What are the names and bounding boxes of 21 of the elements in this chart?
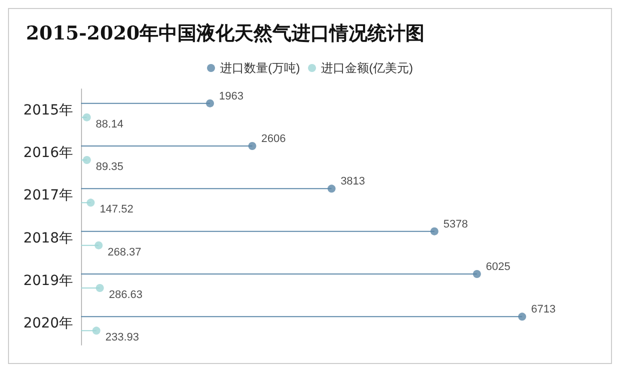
data-label: 89.35 (96, 161, 124, 173)
chart-title: 2015-2020年中国液化天然气进口情况统计图 (26, 22, 425, 44)
y-tick-label: 2015年 (23, 102, 73, 118)
y-tick-label: 2020年 (23, 316, 73, 332)
y-tick-label: 2017年 (23, 188, 73, 204)
data-label: 147.52 (100, 204, 134, 216)
y-tick-label: 2019年 (23, 273, 73, 289)
data-label: 233.93 (105, 332, 140, 344)
legend-label: 进口数量(万吨) (220, 61, 300, 75)
data-label: 6025 (486, 261, 510, 273)
data-label: 286.63 (108, 289, 142, 301)
y-tick-label: 2018年 (23, 230, 73, 246)
legend-label: 进口金额(亿美元) (321, 61, 413, 75)
data-label: 1963 (218, 90, 244, 102)
data-label: 3813 (340, 176, 366, 188)
data-label: 88.14 (96, 118, 124, 130)
data-label: 268.37 (108, 246, 142, 258)
data-label: 6713 (531, 304, 556, 316)
data-label: 5378 (443, 218, 468, 230)
data-label: 2606 (261, 133, 286, 145)
y-tick-label: 2016年 (23, 145, 73, 161)
